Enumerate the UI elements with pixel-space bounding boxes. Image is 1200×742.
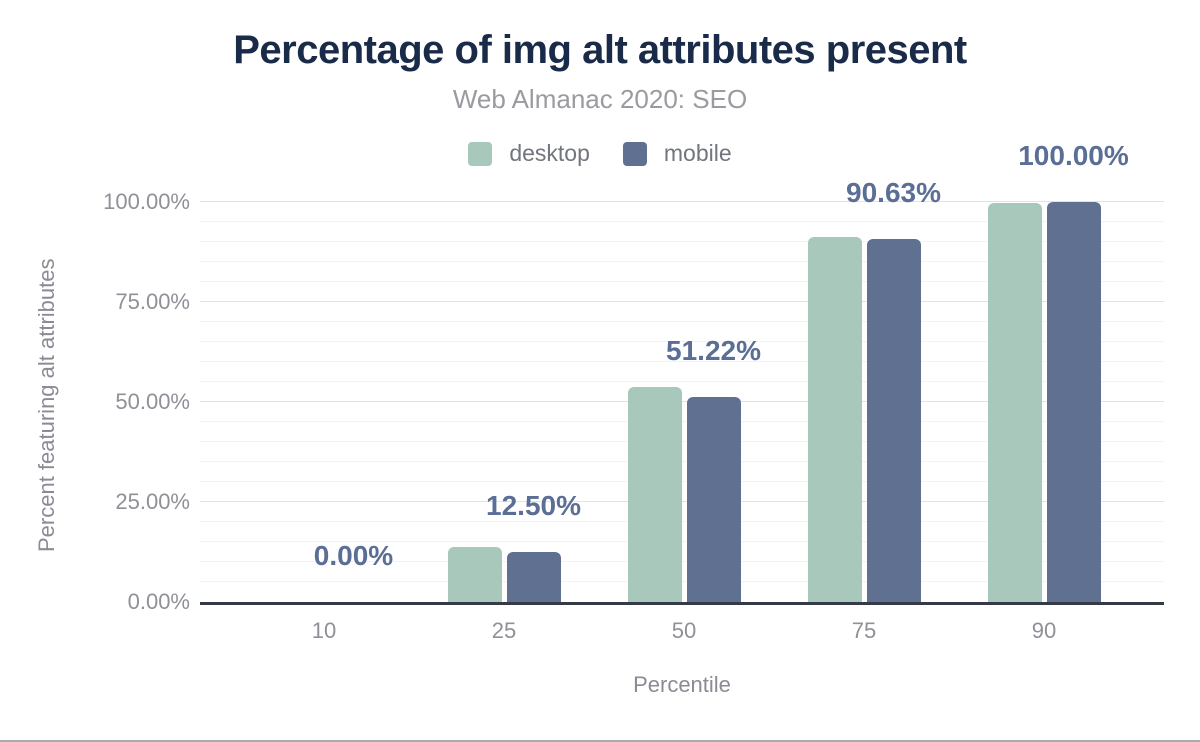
y-axis-title: Percent featuring alt attributes	[34, 258, 59, 552]
x-tick-label: 25	[491, 618, 517, 643]
y-tick-label: 50.00%	[115, 389, 190, 414]
minor-gridline	[200, 221, 1164, 222]
x-tick-label: 75	[851, 618, 877, 643]
x-tick-label: 50	[671, 618, 697, 643]
minor-gridline	[200, 481, 1164, 482]
data-label-p90: 100.00%	[1018, 140, 1129, 171]
category-slot-75: 90.63% 75	[774, 177, 954, 643]
minor-gridline	[200, 541, 1164, 542]
legend-item-mobile: mobile	[622, 140, 732, 167]
chart-subtitle: Web Almanac 2020: SEO	[452, 84, 748, 114]
data-label-p75: 90.63%	[846, 177, 941, 209]
major-gridline	[200, 501, 1164, 502]
minor-gridline	[200, 461, 1164, 462]
data-label-p25: 12.50%	[486, 490, 581, 521]
bar-mobile-p75[interactable]	[866, 239, 921, 602]
minor-gridline	[200, 341, 1164, 342]
bar-mobile-p90[interactable]	[1046, 202, 1101, 602]
y-tick-label: 0.00%	[127, 589, 190, 614]
x-tick-label: 90	[1031, 618, 1057, 643]
plot-area: 0.00% 10 12.50% 25 51.22% 50 90.63% 75 100.00% 90…	[103, 140, 1164, 643]
minor-gridline	[200, 281, 1164, 282]
bar-desktop-p50[interactable]	[627, 387, 682, 602]
minor-gridline	[200, 441, 1164, 442]
bar-desktop-p25[interactable]	[447, 547, 502, 602]
legend-item-desktop: desktop	[468, 140, 590, 167]
minor-gridline	[200, 261, 1164, 262]
mobile-swatch-icon	[622, 141, 647, 166]
bar-desktop-p90[interactable]	[987, 203, 1042, 602]
y-tick-label: 100.00%	[103, 189, 190, 214]
major-gridline	[200, 301, 1164, 302]
bar-mobile-p25[interactable]	[506, 552, 561, 602]
bar-desktop-p75[interactable]	[807, 237, 862, 602]
chart-title: Percentage of img alt attributes present	[233, 28, 967, 72]
minor-gridline	[200, 361, 1164, 362]
chart-legend: desktop mobile	[0, 140, 1200, 167]
y-tick-label: 25.00%	[115, 489, 190, 514]
x-axis-title: Percentile	[633, 672, 731, 697]
legend-label-desktop: desktop	[509, 140, 590, 166]
minor-gridline	[200, 421, 1164, 422]
minor-gridline	[200, 581, 1164, 582]
y-tick-label: 75.00%	[115, 289, 190, 314]
minor-gridline	[200, 381, 1164, 382]
minor-gridline	[200, 561, 1164, 562]
category-slot-50: 51.22% 50	[594, 205, 774, 643]
minor-gridline	[200, 241, 1164, 242]
category-slot-90: 100.00% 90	[954, 140, 1134, 643]
category-slot-10: 0.00% 10	[234, 205, 414, 643]
legend-label-mobile: mobile	[663, 140, 732, 166]
minor-gridline	[200, 521, 1164, 522]
data-label-p50: 51.22%	[666, 335, 761, 367]
category-slot-25: 12.50% 25	[414, 205, 594, 643]
x-tick-label: 10	[311, 618, 337, 643]
desktop-swatch-icon	[468, 141, 493, 166]
data-label-p10: 0.00%	[313, 540, 394, 571]
slots: 0.00% 10 12.50% 25 51.22% 50 90.63% 75 100.00% 90	[234, 140, 1134, 643]
major-gridline	[200, 401, 1164, 402]
minor-gridline	[200, 321, 1164, 322]
bar-mobile-p50[interactable]	[686, 397, 741, 602]
major-gridline	[200, 201, 1164, 202]
